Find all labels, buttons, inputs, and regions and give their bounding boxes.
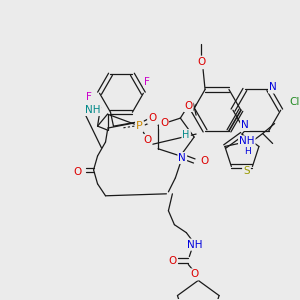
Text: H: H	[182, 130, 190, 140]
Text: N: N	[269, 82, 277, 92]
Text: N: N	[269, 82, 277, 92]
Text: S: S	[243, 167, 250, 176]
Text: NH: NH	[85, 105, 100, 115]
Text: O: O	[190, 269, 198, 280]
Text: Cl: Cl	[290, 97, 300, 107]
Text: N: N	[178, 153, 186, 163]
Text: O: O	[197, 57, 205, 67]
Text: N: N	[178, 153, 186, 163]
Text: O: O	[190, 269, 198, 280]
Text: P: P	[136, 121, 143, 131]
Text: NH: NH	[239, 136, 254, 146]
Text: O: O	[168, 256, 176, 266]
Text: O: O	[74, 167, 82, 177]
Text: O: O	[168, 256, 176, 266]
Text: O: O	[184, 101, 192, 111]
Text: H: H	[182, 130, 190, 140]
Text: O: O	[184, 101, 192, 111]
Text: S: S	[243, 167, 250, 176]
Text: O: O	[200, 156, 208, 166]
Text: F: F	[86, 92, 92, 102]
Text: Cl: Cl	[290, 97, 300, 107]
Text: N: N	[241, 120, 249, 130]
Text: F: F	[144, 77, 150, 87]
Text: O: O	[143, 135, 152, 145]
Text: O: O	[197, 57, 205, 67]
Text: O: O	[148, 113, 156, 123]
Text: O: O	[148, 113, 156, 123]
Text: F: F	[86, 92, 92, 102]
Text: NH: NH	[85, 105, 100, 115]
Text: NH: NH	[239, 136, 254, 146]
Text: O: O	[160, 118, 168, 128]
Text: H: H	[244, 147, 251, 156]
Text: H: H	[244, 147, 251, 156]
Text: O: O	[143, 135, 152, 145]
Text: NH: NH	[187, 240, 202, 250]
Text: O: O	[200, 156, 208, 166]
Text: O: O	[74, 167, 82, 177]
Text: NH: NH	[187, 240, 202, 250]
Text: O: O	[160, 118, 168, 128]
Text: F: F	[144, 77, 150, 87]
Text: N: N	[241, 120, 249, 130]
Text: P: P	[136, 121, 143, 131]
